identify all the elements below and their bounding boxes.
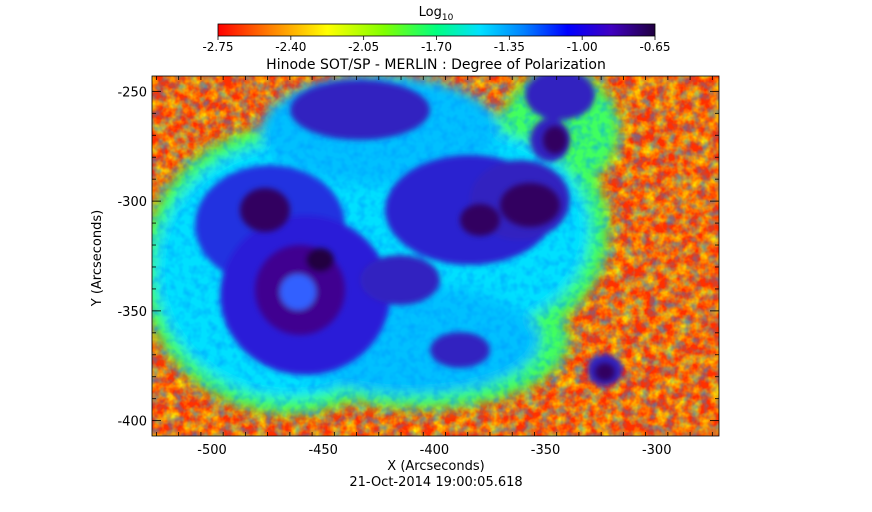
x-tick-label: -450 (308, 443, 338, 458)
colorbar-tick-label: -2.40 (275, 40, 306, 54)
x-tick-label: -350 (531, 443, 561, 458)
y-tick-label: -350 (117, 305, 147, 320)
colorbar-ticks: -2.75 -2.40 -2.05 -1.70 -1.35 -1.00 -0.65 (202, 36, 671, 54)
timestamp: 21-Oct-2014 19:00:05.618 (349, 475, 522, 490)
colorbar-tick-label: -1.35 (494, 40, 525, 54)
plot-frame (151, 75, 720, 437)
y-axis-label: Y (Arcseconds) (90, 210, 105, 307)
x-tick-label: -300 (642, 443, 672, 458)
y-tick-label: -400 (117, 415, 147, 430)
colorbar-tick-label: -1.00 (567, 40, 598, 54)
colorbar: Log10 -2.75 -2.40 -2.05 -1.70 -1.35 -1.00 -0.6… (202, 5, 670, 54)
colorbar-title: Log10 (419, 5, 454, 23)
plot-title: Hinode SOT/SP - MERLIN : Degree of Polar… (266, 57, 606, 73)
y-tick-label: -250 (117, 85, 147, 100)
y-tick-label: -300 (117, 195, 147, 210)
x-axis-label: X (Arcseconds) (387, 459, 484, 474)
colorbar-tick-label: -2.05 (348, 40, 379, 54)
colorbar-tick-label: -1.70 (421, 40, 452, 54)
colorbar-tick-label: -2.75 (202, 40, 233, 54)
colorbar-tick-label: -0.65 (639, 40, 670, 54)
polarization-map (152, 76, 719, 436)
x-tick-label: -500 (197, 443, 227, 458)
x-tick-label: -400 (420, 443, 450, 458)
colorbar-gradient (217, 23, 656, 37)
axes: -500 -450 -400 -350 -300 -250 -300 -350 -400 (117, 76, 719, 458)
